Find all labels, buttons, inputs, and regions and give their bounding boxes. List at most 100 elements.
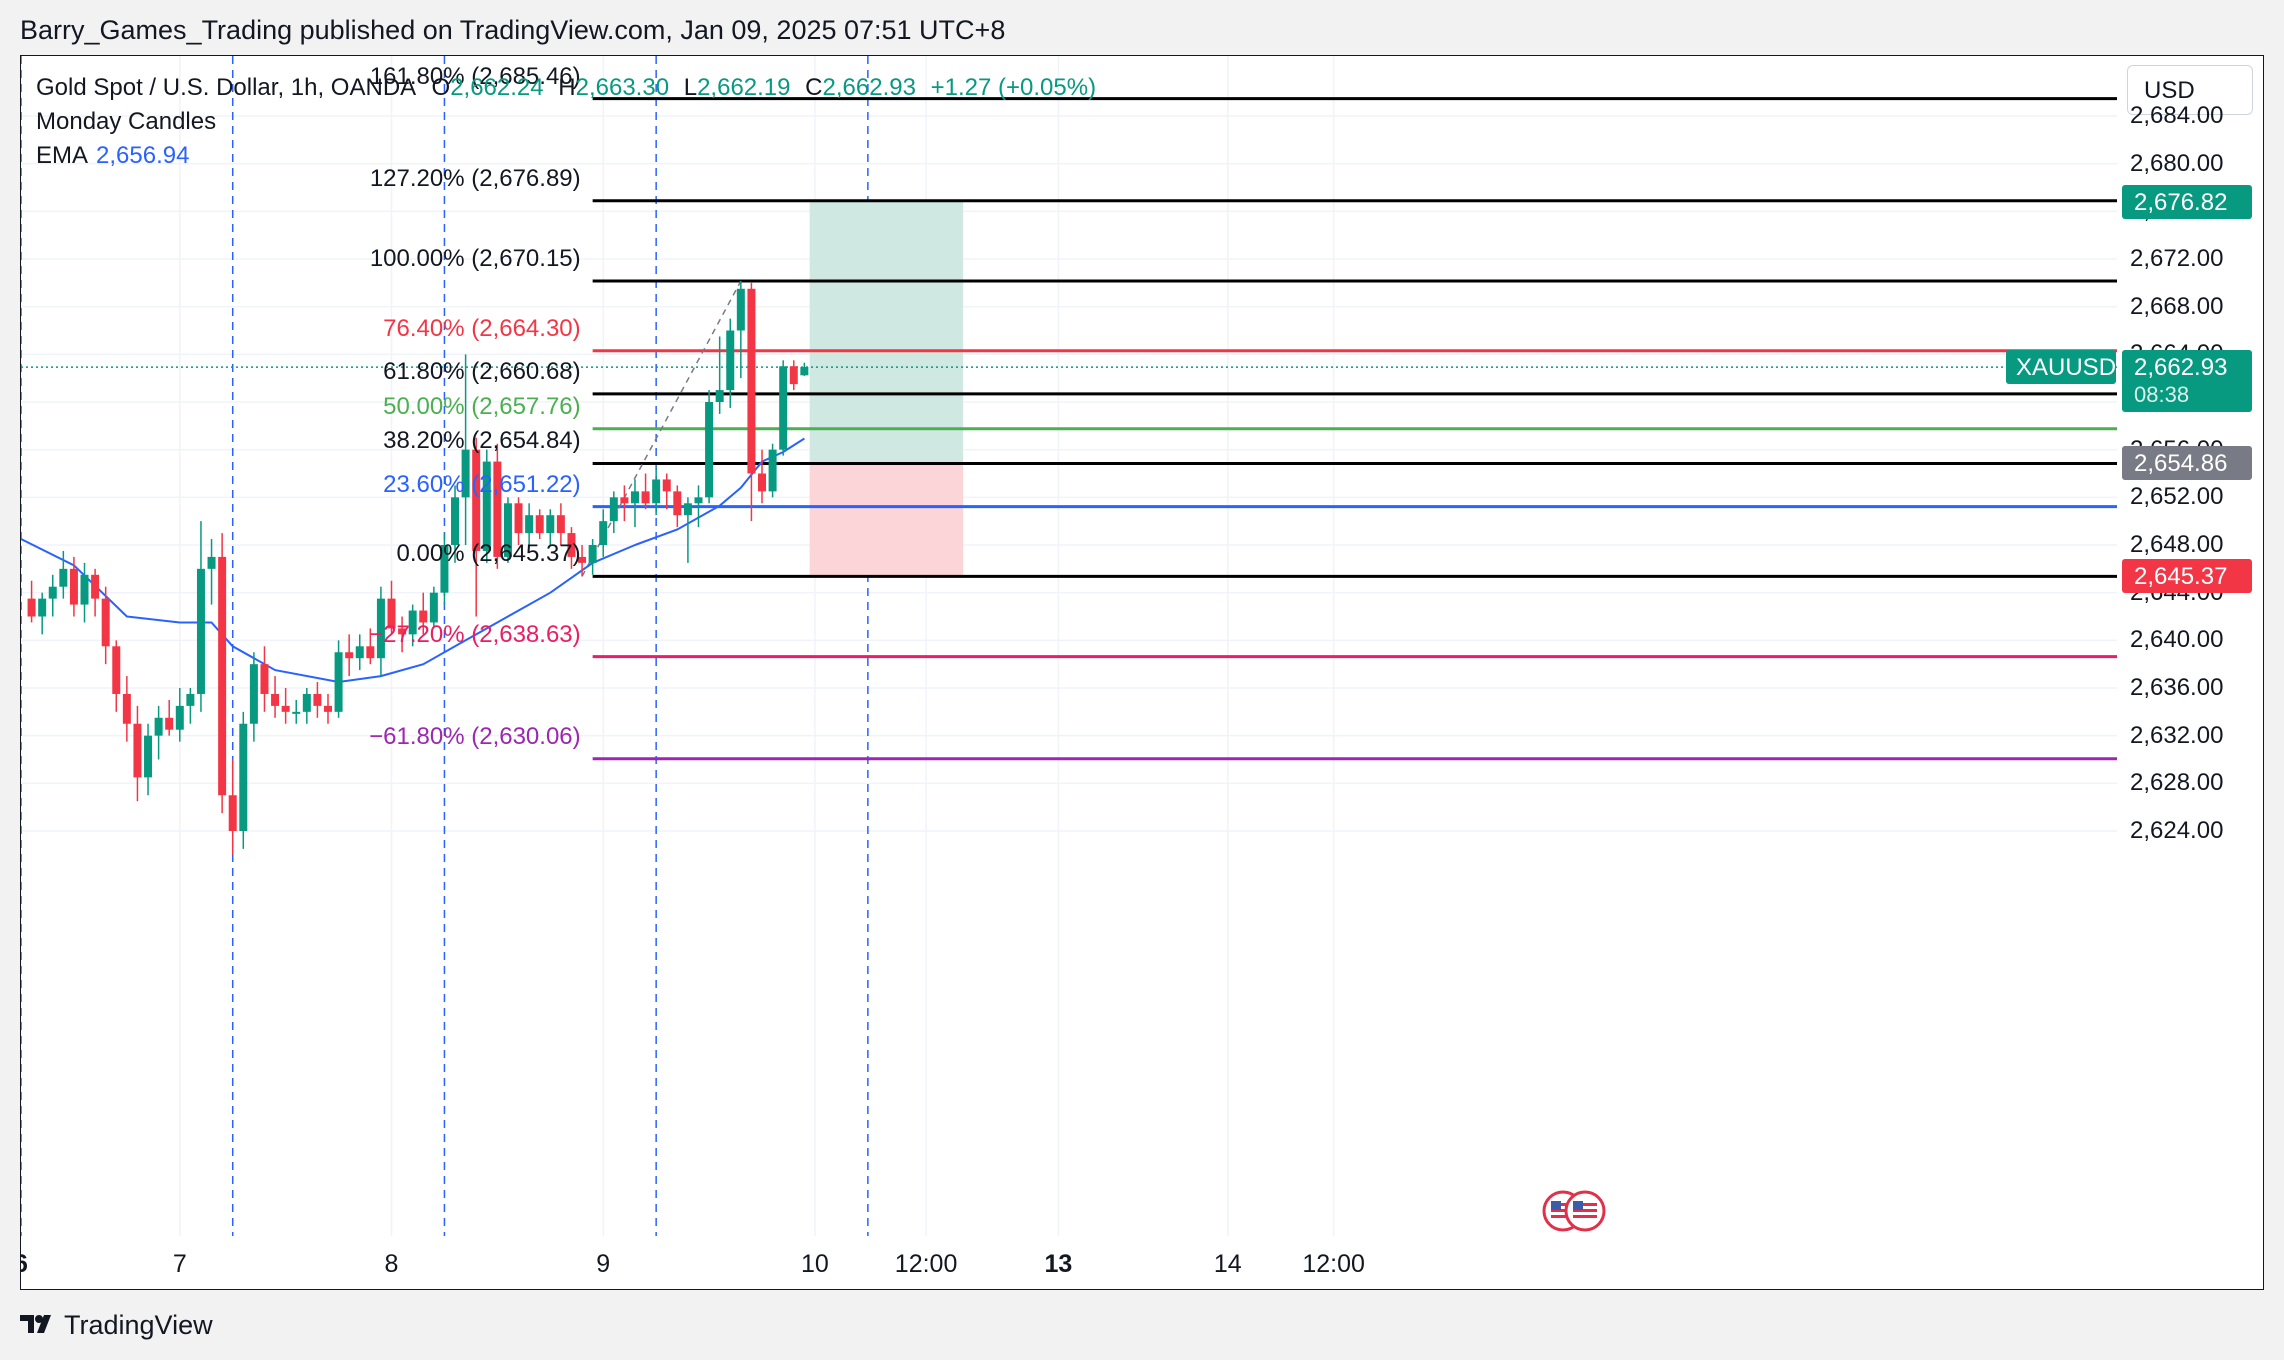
candle-body (588, 545, 597, 563)
price-tick-label: 2,632.00 (2130, 721, 2224, 749)
candle-body (101, 598, 110, 647)
candle-body (429, 592, 438, 623)
candle-body (334, 652, 343, 712)
time-axis-label: 12:00 (894, 1250, 958, 1278)
candle-body (323, 705, 332, 712)
candle-body (175, 705, 184, 730)
ohlc-open: 2,662.24 (450, 74, 544, 101)
candle-body (302, 693, 311, 712)
candle-body (662, 479, 671, 492)
candle-body (366, 646, 375, 659)
last-price-tag: 2,662.93 08:38 (2122, 350, 2252, 413)
candle-body (112, 646, 121, 694)
time-axis-label: 14 (1213, 1250, 1242, 1278)
chart-frame: 161.80% (2,685.46) 127.20% (2,676.89) 100.… (20, 55, 2264, 1290)
candle-body (144, 735, 153, 778)
candle-body (641, 491, 650, 504)
price-tick-label: 2,648.00 (2130, 531, 2224, 558)
candle-body (345, 652, 354, 659)
chart-pane[interactable]: 161.80% (2,685.46) 127.20% (2,676.89) 100.… (21, 56, 2117, 1288)
ema-line (21, 437, 805, 684)
time-axis-label: 9 (596, 1250, 611, 1278)
ohlc-high: 2,663.30 (575, 74, 670, 101)
ema-value: 2,656.94 (96, 142, 190, 169)
candle-body (186, 693, 195, 706)
time-axis[interactable]: 6 7 8 9 10 12:00 13 14 12:00 (21, 1236, 2117, 1288)
ohlc-open-label: O (431, 74, 451, 101)
brand-footer: TradingView (20, 1310, 213, 1342)
candle-body (779, 366, 788, 450)
fib-level-label: 100.00% (2,670.15) (369, 245, 581, 273)
candle-body (122, 693, 131, 724)
candle-body (747, 288, 756, 474)
price-scale[interactable]: USD 2,684.002,680.002,676.002,672.002,66… (2118, 56, 2263, 1288)
symbol-price-tag: XAUUSD (2006, 350, 2116, 385)
indicator-monday-candles[interactable]: Monday Candles (36, 108, 217, 135)
candle-body (69, 568, 78, 605)
candle-body (38, 598, 47, 617)
ohlc-change: +1.27 (+0.05%) (930, 74, 1097, 101)
candle-body (398, 628, 407, 635)
price-tick-label: 2,684.00 (2130, 102, 2224, 129)
us-flag-icon[interactable] (1541, 1186, 1611, 1236)
candle-body (239, 723, 248, 831)
target-price-tag: 2,676.82 (2122, 184, 2252, 219)
candle-body (789, 366, 798, 385)
time-axis-label: 13 (1044, 1250, 1073, 1278)
candle-body (461, 449, 470, 498)
price-tick-label: 2,636.00 (2130, 674, 2224, 701)
candle-body (196, 568, 205, 694)
fib-level-label: 61.80% (2,660.68) (383, 357, 581, 385)
ohlc-low-label: L (683, 74, 698, 101)
candle-body (228, 795, 237, 831)
candle-body (91, 574, 100, 599)
fib-level-label: 23.60% (2,651.22) (383, 470, 581, 498)
candle-body (578, 556, 587, 563)
candle-body (535, 515, 544, 534)
target-zone (809, 201, 964, 464)
fib-level-label: −61.80% (2,630.06) (369, 722, 581, 750)
candle-body (567, 533, 576, 557)
chart-canvas[interactable] (21, 56, 2117, 1288)
candle-body (440, 545, 449, 593)
price-tick-label: 2,624.00 (2130, 817, 2224, 844)
fib-level-label: −27.20% (2,638.63) (369, 620, 581, 648)
fib-level-label: 76.40% (2,664.30) (383, 314, 581, 342)
symbol-row: Gold Spot / U.S. Dollar, 1h, OANDA O2,66… (36, 71, 1096, 105)
fib-trendline (581, 280, 742, 577)
chart-legend: Gold Spot / U.S. Dollar, 1h, OANDA O2,66… (36, 71, 1096, 173)
currency-button[interactable]: USD (2127, 65, 2253, 115)
candle-body (683, 503, 692, 516)
publish-header: Barry_Games_Trading published on Trading… (0, 0, 2284, 55)
tradingview-logo-icon (20, 1311, 58, 1342)
candle-body (154, 717, 163, 736)
candle-body (419, 610, 428, 623)
economic-events[interactable] (1541, 1186, 1611, 1236)
price-tick-label: 2,668.00 (2130, 292, 2224, 320)
candle-body (546, 515, 555, 534)
candle-body (80, 574, 89, 605)
price-tick-label: 2,672.00 (2130, 245, 2224, 272)
publish-info: Barry_Games_Trading published on Trading… (20, 15, 1006, 45)
price-tick-label: 2,640.00 (2130, 626, 2224, 654)
candle-body (292, 711, 301, 714)
candle-body (48, 586, 57, 599)
candle-body (408, 610, 417, 635)
candle-body (493, 461, 502, 557)
symbol-name[interactable]: Gold Spot / U.S. Dollar, 1h, OANDA (36, 74, 415, 101)
candle-body (768, 449, 777, 492)
indicator-ema[interactable]: EMA 2,656.94 (36, 139, 1096, 173)
candle-body (133, 723, 142, 778)
ohlc-close: 2,662.93 (822, 74, 916, 101)
candle-body (652, 479, 661, 504)
ohlc-close-label: C (805, 74, 823, 101)
time-axis-label: 8 (384, 1250, 399, 1278)
candle-body (715, 390, 724, 402)
ohlc-low: 2,662.19 (697, 74, 791, 101)
candle-body (313, 693, 322, 706)
candle-body (758, 473, 767, 492)
candle-body (376, 598, 385, 659)
stop-zone (809, 463, 964, 577)
ohlc-high-label: H (558, 74, 576, 101)
candle-body (694, 497, 703, 504)
